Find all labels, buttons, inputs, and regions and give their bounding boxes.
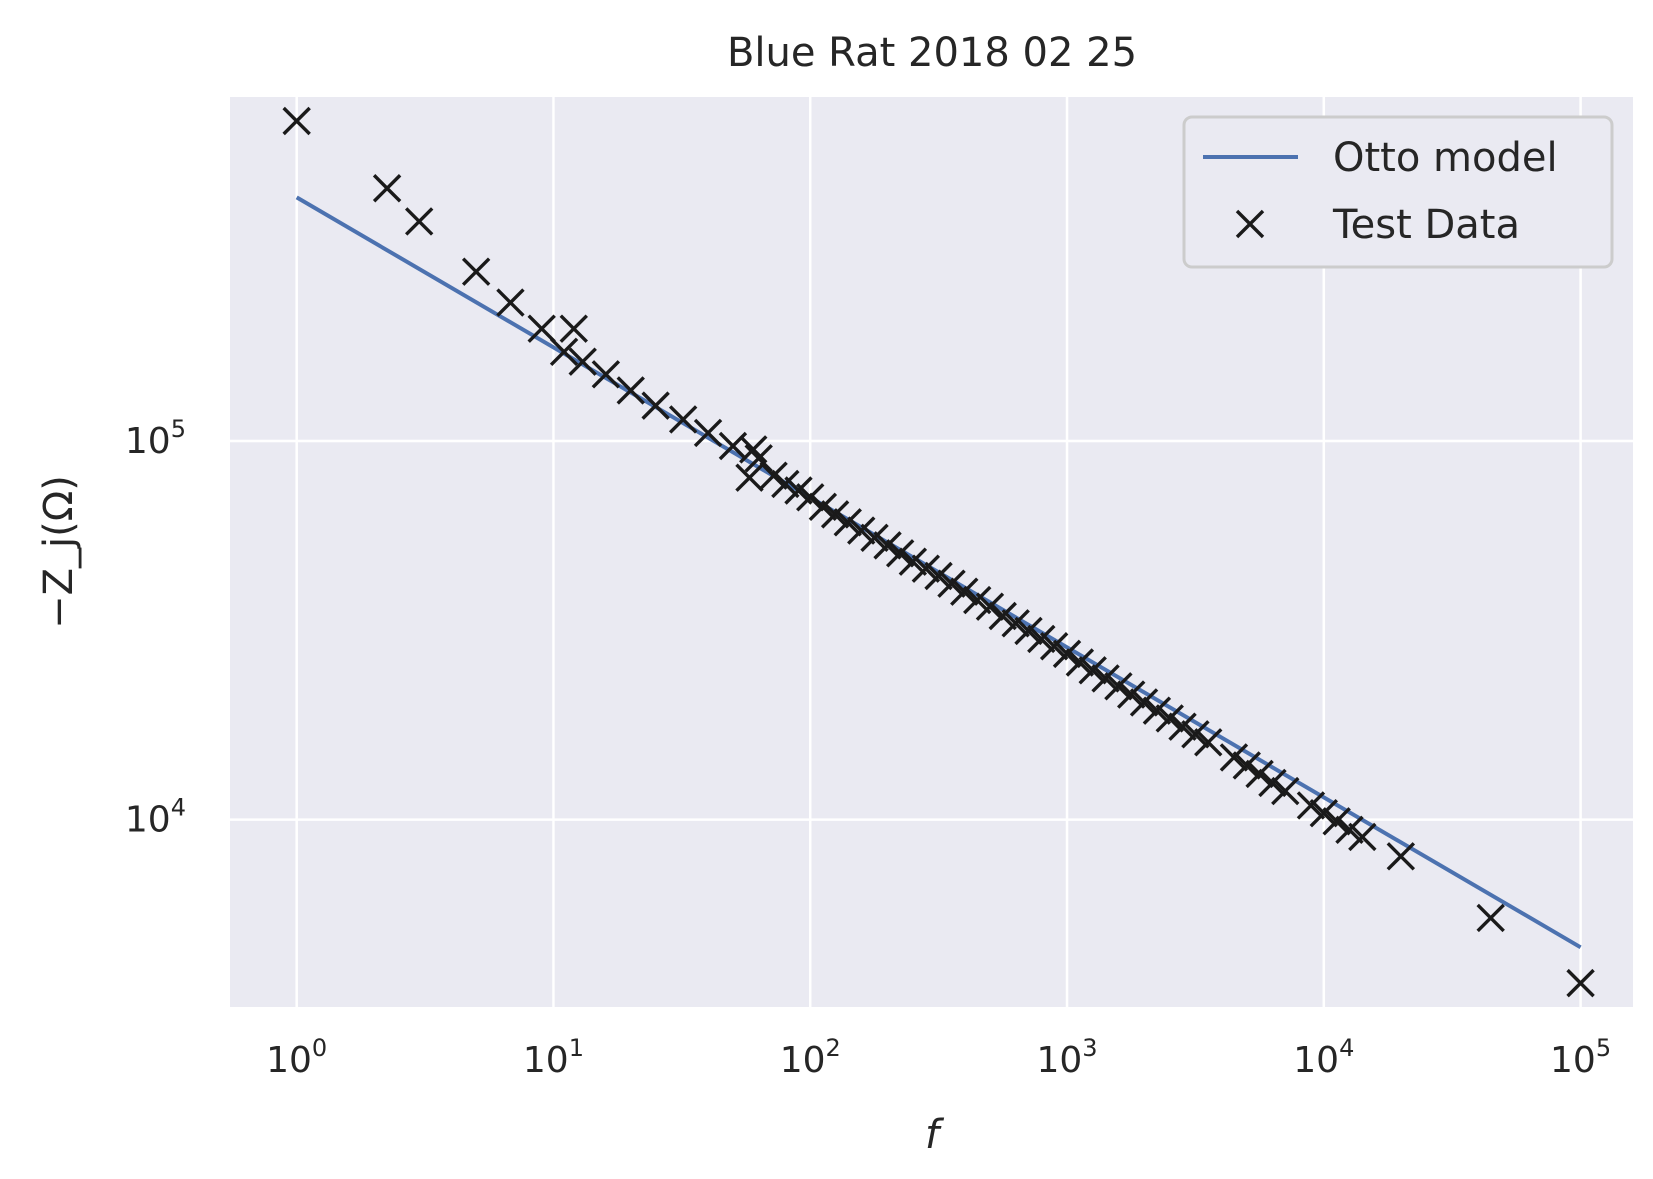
data-point	[1309, 798, 1339, 828]
data-point	[1219, 743, 1249, 772]
data-point	[549, 337, 579, 367]
data-point	[873, 531, 902, 560]
data-point	[988, 601, 1017, 631]
data-point	[1052, 639, 1082, 669]
data-point	[739, 435, 768, 464]
data-point	[924, 561, 953, 591]
data-point	[1194, 728, 1223, 757]
data-point	[1065, 648, 1095, 677]
data-point	[1155, 704, 1184, 733]
x-tick-label: 100	[266, 1034, 327, 1081]
data-point	[1271, 776, 1300, 806]
data-point	[693, 418, 723, 448]
data-point	[559, 314, 588, 343]
data-point	[808, 492, 838, 522]
data-point	[1322, 807, 1351, 836]
data-point	[1386, 842, 1416, 871]
data-point	[1039, 632, 1069, 661]
data-point	[1296, 791, 1326, 820]
x-tick-labels: 100 101 102 103 104 105	[266, 1034, 1611, 1081]
data-point	[820, 500, 850, 529]
legend-marker-swatch	[1235, 209, 1265, 239]
y-tick-label: 105	[125, 415, 186, 462]
test-data-series	[282, 106, 1595, 998]
data-point	[372, 174, 402, 203]
x-tick-label: 101	[523, 1034, 584, 1081]
data-point	[796, 483, 825, 512]
x-tick-label: 103	[1036, 1034, 1097, 1081]
y-tick-labels: 104 105	[125, 415, 186, 841]
data-point	[1091, 664, 1120, 693]
data-point	[1335, 815, 1364, 845]
data-point	[616, 376, 645, 405]
data-point	[1116, 680, 1146, 709]
data-point	[404, 207, 434, 236]
legend-box	[1182, 115, 1614, 269]
data-point	[1027, 624, 1056, 654]
y-axis-label: −Z_j(Ω)	[36, 475, 82, 629]
grid-lines	[230, 97, 1633, 1007]
data-point	[937, 569, 966, 598]
legend-label-test-data: Test Data	[1332, 202, 1520, 248]
x-axis-label: f	[925, 1112, 945, 1158]
data-point	[282, 106, 311, 136]
data-point	[527, 314, 556, 343]
data-point	[1001, 609, 1030, 638]
x-tick-label: 105	[1550, 1034, 1611, 1081]
x-tick-label: 104	[1293, 1034, 1354, 1081]
data-point	[591, 360, 621, 389]
data-point	[1168, 712, 1197, 741]
data-point	[759, 461, 788, 490]
data-point	[568, 347, 597, 376]
data-point	[1142, 696, 1172, 725]
data-point	[1078, 656, 1107, 685]
data-point	[1348, 822, 1377, 852]
y-tick-label: 104	[125, 794, 186, 841]
data-point	[860, 523, 889, 553]
data-point	[1566, 968, 1595, 998]
data-point	[1232, 751, 1261, 780]
data-point	[735, 463, 764, 492]
chart-title: Blue Rat 2018 02 25	[727, 30, 1137, 76]
data-point	[641, 391, 670, 420]
data-point	[885, 539, 915, 568]
data-point	[496, 288, 525, 317]
data-point	[898, 547, 928, 576]
data-point	[1476, 903, 1505, 933]
data-point	[847, 516, 876, 545]
data-point	[833, 508, 862, 537]
data-point	[461, 257, 491, 286]
data-point	[1104, 672, 1133, 701]
data-point	[744, 444, 773, 473]
x-tick-label: 102	[780, 1034, 841, 1081]
data-point	[1181, 720, 1210, 749]
legend-label-otto-model: Otto model	[1333, 135, 1558, 181]
data-point	[950, 577, 979, 606]
data-point	[975, 592, 1005, 621]
data-point	[668, 405, 698, 434]
legend: Otto model Test Data	[1182, 115, 1614, 269]
data-point	[1014, 616, 1043, 646]
data-point	[1245, 759, 1274, 789]
data-point	[911, 554, 941, 583]
data-point	[1129, 688, 1159, 717]
data-point	[1258, 768, 1287, 798]
